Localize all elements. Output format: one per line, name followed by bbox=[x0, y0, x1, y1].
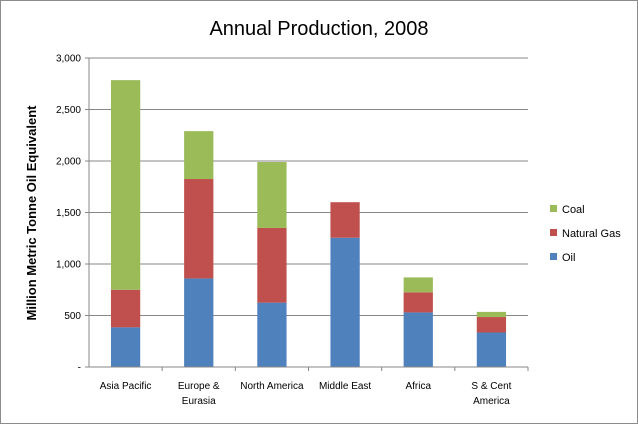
x-tick-label: North America bbox=[240, 381, 304, 392]
bar-segment-coal bbox=[403, 277, 433, 293]
bar-segment-oil bbox=[476, 332, 507, 367]
y-tick-label: - bbox=[78, 363, 81, 374]
legend-label: Coal bbox=[562, 204, 585, 216]
legend-label: Oil bbox=[562, 252, 575, 264]
axes: - 500 1,000 1,500 2,000 2,500 3,000 Asia Pacifi… bbox=[56, 54, 529, 407]
bar-segment-natural-gas bbox=[476, 317, 507, 333]
legend-swatch-natural-gas bbox=[550, 229, 557, 236]
y-tick-label: 1,000 bbox=[56, 260, 81, 271]
bar-segment-oil bbox=[184, 278, 214, 367]
bar-segment-natural-gas bbox=[330, 202, 360, 238]
legend: Coal Natural Gas Oil bbox=[550, 204, 621, 264]
chart-title: Annual Production, 2008 bbox=[209, 18, 428, 40]
bars bbox=[110, 80, 507, 367]
y-tick-label: 1,500 bbox=[56, 208, 81, 219]
bar-segment-natural-gas bbox=[110, 289, 141, 328]
bar-segment-oil bbox=[403, 312, 433, 367]
legend-swatch-oil bbox=[550, 253, 557, 260]
x-tick-label: Middle East bbox=[319, 381, 371, 392]
x-tick-label: Asia Pacific bbox=[100, 381, 152, 392]
bar-segment-coal bbox=[476, 311, 507, 318]
bar-segment-oil bbox=[330, 237, 360, 367]
y-tick-label: 2,500 bbox=[56, 105, 81, 116]
gridlines bbox=[89, 57, 528, 316]
bar-segment-natural-gas bbox=[257, 227, 287, 303]
bar-segment-oil bbox=[257, 302, 287, 367]
bar-segment-coal bbox=[257, 162, 287, 228]
bar-segment-natural-gas bbox=[403, 292, 433, 313]
y-tick-label: 2,000 bbox=[56, 157, 81, 168]
x-tick-label: S & Cent America bbox=[471, 381, 511, 407]
legend-swatch-coal bbox=[550, 205, 557, 212]
bar-segment-coal bbox=[184, 131, 214, 180]
bar-segment-coal bbox=[110, 80, 141, 290]
y-tick-label: 500 bbox=[64, 311, 81, 322]
bar-segment-oil bbox=[110, 327, 141, 367]
x-tick-label: Europe & Eurasia bbox=[178, 381, 220, 407]
y-axis-label: Million Metric Tonne Oil Equivalent bbox=[24, 105, 39, 321]
x-tick-label: Africa bbox=[405, 381, 431, 392]
legend-label: Natural Gas bbox=[562, 228, 621, 240]
bar-segment-natural-gas bbox=[184, 179, 214, 279]
y-tick-label: 3,000 bbox=[56, 54, 81, 65]
